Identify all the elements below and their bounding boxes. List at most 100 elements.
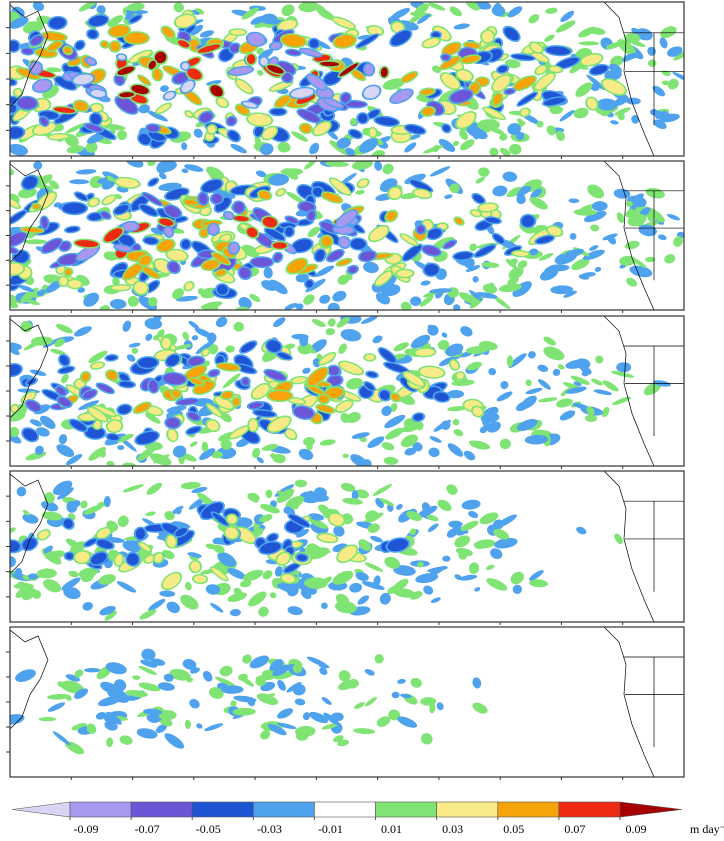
contour-blob <box>164 227 173 237</box>
contour-blob <box>450 90 472 103</box>
contour-blob <box>302 346 317 354</box>
contour-blob <box>361 581 385 590</box>
colorbar-box <box>130 801 193 818</box>
contour-blob <box>518 93 537 106</box>
contour-blob <box>397 678 406 684</box>
contour-blob <box>138 104 150 114</box>
contour-blob <box>10 432 22 444</box>
contour-blob <box>15 584 34 598</box>
contour-blob <box>46 67 62 73</box>
contour-blob <box>414 189 431 198</box>
contour-blob <box>333 525 345 537</box>
contour-blob <box>65 553 74 560</box>
contour-blob <box>556 398 573 408</box>
contour-blob <box>42 239 62 253</box>
contour-blob <box>308 513 325 521</box>
contour-blob <box>472 407 483 416</box>
contour-blob <box>469 243 477 252</box>
contour-blob <box>263 267 273 279</box>
contour-blob <box>11 405 19 413</box>
contour-blob <box>153 69 162 81</box>
contour-blob <box>138 296 158 310</box>
contour-blob <box>241 7 259 20</box>
contour-blob <box>423 585 434 595</box>
contour-blob <box>479 512 499 525</box>
contour-blob <box>10 247 18 254</box>
contour-blob <box>298 448 314 461</box>
contour-blob <box>381 405 392 417</box>
contour-blob <box>23 239 48 245</box>
contour-blob <box>529 248 539 256</box>
contour-blob <box>58 254 81 265</box>
contour-blob <box>312 358 321 368</box>
contour-blob <box>117 66 135 75</box>
contour-blob <box>96 5 106 14</box>
contour-blob <box>359 251 376 261</box>
contour-blob <box>307 368 328 386</box>
contour-blob <box>215 316 228 328</box>
contour-blob <box>460 139 475 151</box>
contour-blob <box>346 411 361 423</box>
contour-blob <box>469 290 483 302</box>
contour-blob <box>32 204 40 210</box>
contour-blob <box>275 95 290 107</box>
contour-blob <box>336 137 351 149</box>
contour-blob <box>10 714 25 725</box>
contour-blob <box>614 533 623 545</box>
contour-blob <box>207 404 222 417</box>
contour-blob <box>307 226 321 238</box>
contour-blob <box>499 438 511 450</box>
contour-blob <box>256 693 279 706</box>
contour-blob <box>269 279 288 295</box>
contour-blob <box>220 439 232 450</box>
contour-blob <box>74 240 99 248</box>
contour-blob <box>229 242 239 254</box>
contour-blob <box>43 545 53 554</box>
contour-blob <box>227 514 237 524</box>
contour-blob <box>123 263 144 280</box>
contour-blob <box>338 343 347 354</box>
contour-blob <box>505 59 521 69</box>
contour-blob <box>140 659 158 668</box>
contour-blob <box>461 55 480 63</box>
contour-blob <box>39 415 56 429</box>
contour-blob <box>573 381 582 387</box>
contour-blob <box>33 80 51 92</box>
contour-blob <box>86 723 97 734</box>
contour-blob <box>162 27 174 38</box>
contour-blob <box>427 514 439 522</box>
contour-blob <box>175 15 195 28</box>
contour-blob <box>414 3 429 15</box>
contour-blob <box>119 92 134 98</box>
contour-blob <box>57 265 65 274</box>
contour-blob <box>528 351 536 359</box>
contour-blob <box>306 547 330 560</box>
contour-blob <box>361 316 378 325</box>
contour-blob <box>106 460 115 466</box>
contour-blob <box>304 577 328 589</box>
contour-blob <box>163 373 186 385</box>
contour-blob <box>546 46 571 55</box>
contour-blob <box>10 40 19 52</box>
contour-blob <box>371 150 385 156</box>
contour-blob <box>242 102 257 108</box>
contour-blob <box>457 112 475 128</box>
contour-blob <box>512 54 534 60</box>
contour-blob <box>325 328 336 336</box>
contour-blob <box>208 344 219 355</box>
contour-blob <box>624 52 641 60</box>
contour-blob <box>49 180 60 190</box>
contour-blob <box>273 317 286 328</box>
contour-blob <box>417 561 424 568</box>
contour-blob <box>163 673 174 682</box>
contour-blob <box>157 682 175 691</box>
contour-blob <box>319 353 335 364</box>
contour-blob <box>186 677 194 683</box>
colorbar-box <box>436 801 499 818</box>
contour-blob <box>372 484 392 496</box>
contour-blob <box>207 420 219 431</box>
colorbar-label: -0.07 <box>135 822 160 836</box>
contour-blob <box>321 723 340 730</box>
contour-blob <box>437 339 450 350</box>
contour-blob <box>429 702 436 714</box>
